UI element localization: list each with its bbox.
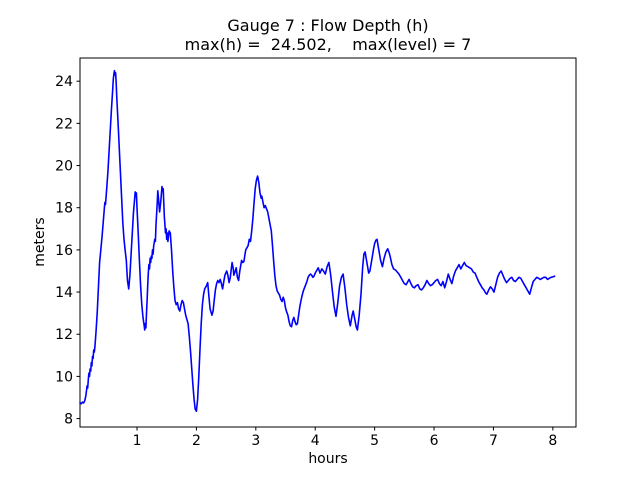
- x-tick-label: 4: [311, 433, 320, 449]
- chart-subtitle: max(h) = 24.502, max(level) = 7: [185, 35, 472, 54]
- y-tick-label: 14: [55, 285, 73, 301]
- x-tick-label: 5: [370, 433, 379, 449]
- y-tick-label: 20: [55, 159, 73, 175]
- x-tick-label: 1: [133, 433, 142, 449]
- x-tick-label: 2: [192, 433, 201, 449]
- y-tick-label: 10: [55, 369, 73, 385]
- chart-title: Gauge 7 : Flow Depth (h): [227, 16, 428, 35]
- x-tick-label: 6: [430, 433, 439, 449]
- data-series: [79, 69, 556, 412]
- y-tick-label: 12: [55, 327, 73, 343]
- y-tick-label: 18: [55, 201, 73, 217]
- flow-depth-line: [79, 69, 556, 412]
- x-tick-label: 7: [489, 433, 498, 449]
- x-axis-label: hours: [308, 451, 347, 467]
- x-tick-label: 3: [251, 433, 260, 449]
- y-tick-label: 24: [55, 74, 73, 90]
- x-tick-label: 8: [548, 433, 557, 449]
- y-tick-label: 16: [55, 243, 73, 259]
- plot-area: [79, 57, 577, 428]
- y-tick-label: 8: [64, 412, 73, 428]
- y-axis-label: meters: [32, 217, 48, 266]
- y-tick-label: 22: [55, 116, 73, 132]
